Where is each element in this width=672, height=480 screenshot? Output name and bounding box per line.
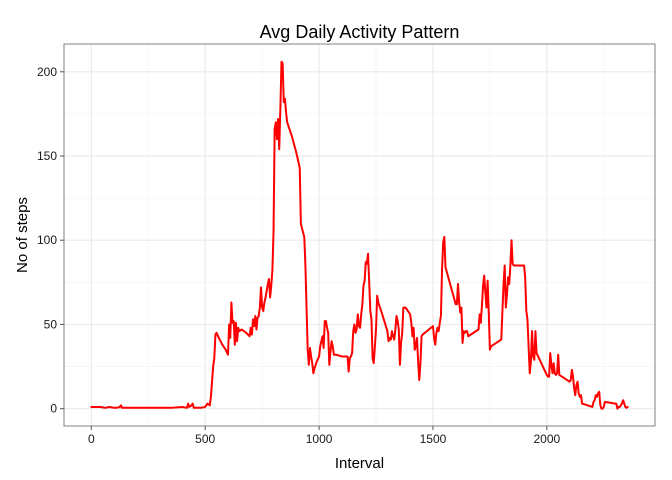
x-tick-label: 1000 <box>306 432 333 446</box>
x-tick-label: 0 <box>88 432 95 446</box>
x-tick-label: 1500 <box>420 432 447 446</box>
grid <box>64 44 655 426</box>
series-line <box>90 60 629 410</box>
chart-title: Avg Daily Activity Pattern <box>260 22 460 42</box>
y-tick-label: 0 <box>50 402 57 416</box>
x-axis-title: Interval <box>335 455 384 472</box>
x-tick-label: 2000 <box>533 432 560 446</box>
y-axis-title: No of steps <box>14 197 31 273</box>
x-tick-label: 500 <box>195 432 215 446</box>
y-tick-label: 100 <box>37 233 57 247</box>
axis-ticks: 0 500 1000 1500 2000 0 50 100 150 200 <box>37 65 561 446</box>
y-tick-label: 50 <box>44 317 58 331</box>
y-tick-label: 200 <box>37 65 57 79</box>
series-layer <box>90 60 629 410</box>
y-tick-label: 150 <box>37 149 57 163</box>
plot-panel-border <box>63 43 656 427</box>
